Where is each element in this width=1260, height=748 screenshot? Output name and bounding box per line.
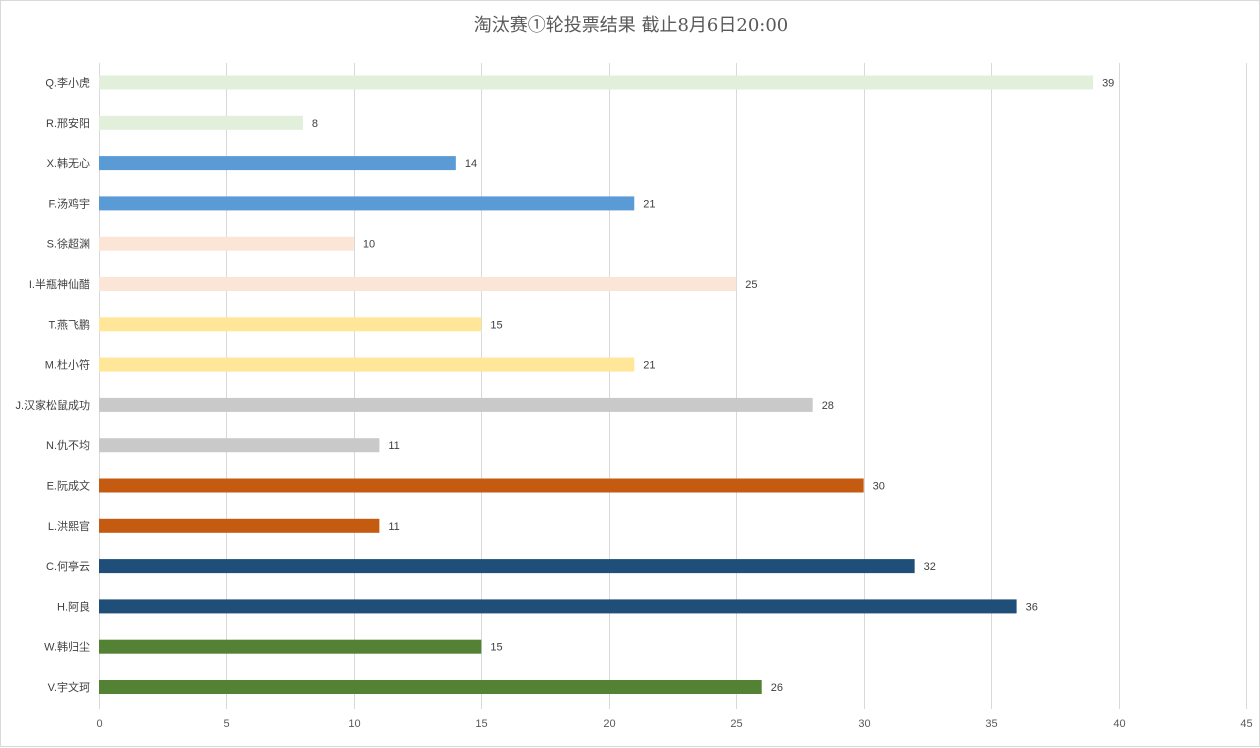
bar [99, 236, 354, 251]
data-label: 32 [924, 561, 936, 573]
x-tick-label: 35 [985, 718, 997, 730]
bar [99, 196, 635, 211]
x-tick-label: 25 [730, 718, 742, 730]
bar [99, 478, 864, 493]
category-label: I.半瓶神仙醋 [29, 277, 90, 291]
bar [99, 599, 1017, 614]
data-labels: 39 8 14 21 10 25 15 21 28 11 30 11 32 36 15 26 [312, 78, 1114, 695]
bar [99, 156, 456, 171]
category-label: Q.李小虎 [45, 76, 90, 90]
data-label: 21 [643, 360, 655, 372]
category-labels: Q.李小虎 R.邢安阳 X.韩无心 F.汤鸡宇 S.徐超渊 I.半瓶神仙醋 T.燕飞鹏 M.杜… [15, 76, 90, 695]
data-label: 11 [388, 440, 399, 452]
x-tick-label: 15 [475, 718, 487, 730]
bar [99, 75, 1094, 90]
data-label: 39 [1102, 78, 1114, 90]
x-tick-label: 30 [858, 718, 870, 730]
category-label: E.阮成文 [47, 479, 90, 493]
category-label: M.杜小符 [45, 358, 90, 372]
category-label: L.洪熙官 [48, 519, 90, 533]
category-label: X.韩无心 [47, 156, 90, 170]
category-label: F.汤鸡宇 [48, 196, 90, 210]
category-label: R.邢安阳 [46, 116, 90, 130]
x-tick-label: 5 [223, 718, 229, 730]
bar [99, 277, 737, 291]
x-tick-label: 0 [96, 718, 102, 730]
bar [99, 115, 303, 130]
data-label: 15 [490, 319, 502, 331]
x-tick-label: 20 [603, 718, 615, 730]
data-label: 25 [745, 279, 757, 291]
category-label: S.徐超渊 [47, 237, 90, 251]
category-label: H.阿良 [57, 599, 90, 613]
bars [99, 75, 1094, 694]
bar [99, 357, 635, 372]
category-label: V.宇文珂 [48, 680, 90, 694]
category-label: C.何亭云 [46, 559, 90, 573]
bar [99, 438, 380, 453]
x-tick-label: 10 [348, 718, 360, 730]
data-label: 8 [312, 118, 318, 130]
data-label: 15 [490, 642, 502, 654]
data-label: 14 [465, 158, 477, 170]
data-label: 10 [363, 239, 375, 251]
category-label: W.韩归尘 [44, 640, 90, 654]
data-label: 28 [822, 400, 834, 412]
bar [99, 317, 482, 332]
bar [99, 397, 813, 412]
bar [99, 680, 762, 694]
category-label: J.汉家松鼠成功 [15, 398, 90, 412]
x-tick-labels: 0 5 10 15 20 25 30 35 40 45 [96, 718, 1252, 730]
category-label: N.仇不均 [46, 439, 90, 452]
data-label: 36 [1026, 601, 1038, 613]
chart-title: 淘汰赛①轮投票结果 截止8月6日20:00 [473, 15, 789, 36]
x-tick-label: 45 [1240, 718, 1252, 730]
data-label: 30 [873, 481, 885, 493]
category-label: T.燕飞鹏 [48, 318, 90, 331]
bar [99, 518, 380, 533]
data-label: 11 [388, 521, 399, 533]
x-tick-label: 40 [1113, 718, 1125, 730]
bar [99, 639, 482, 654]
bar [99, 559, 915, 574]
data-label: 26 [771, 682, 783, 694]
data-label: 21 [643, 198, 655, 210]
